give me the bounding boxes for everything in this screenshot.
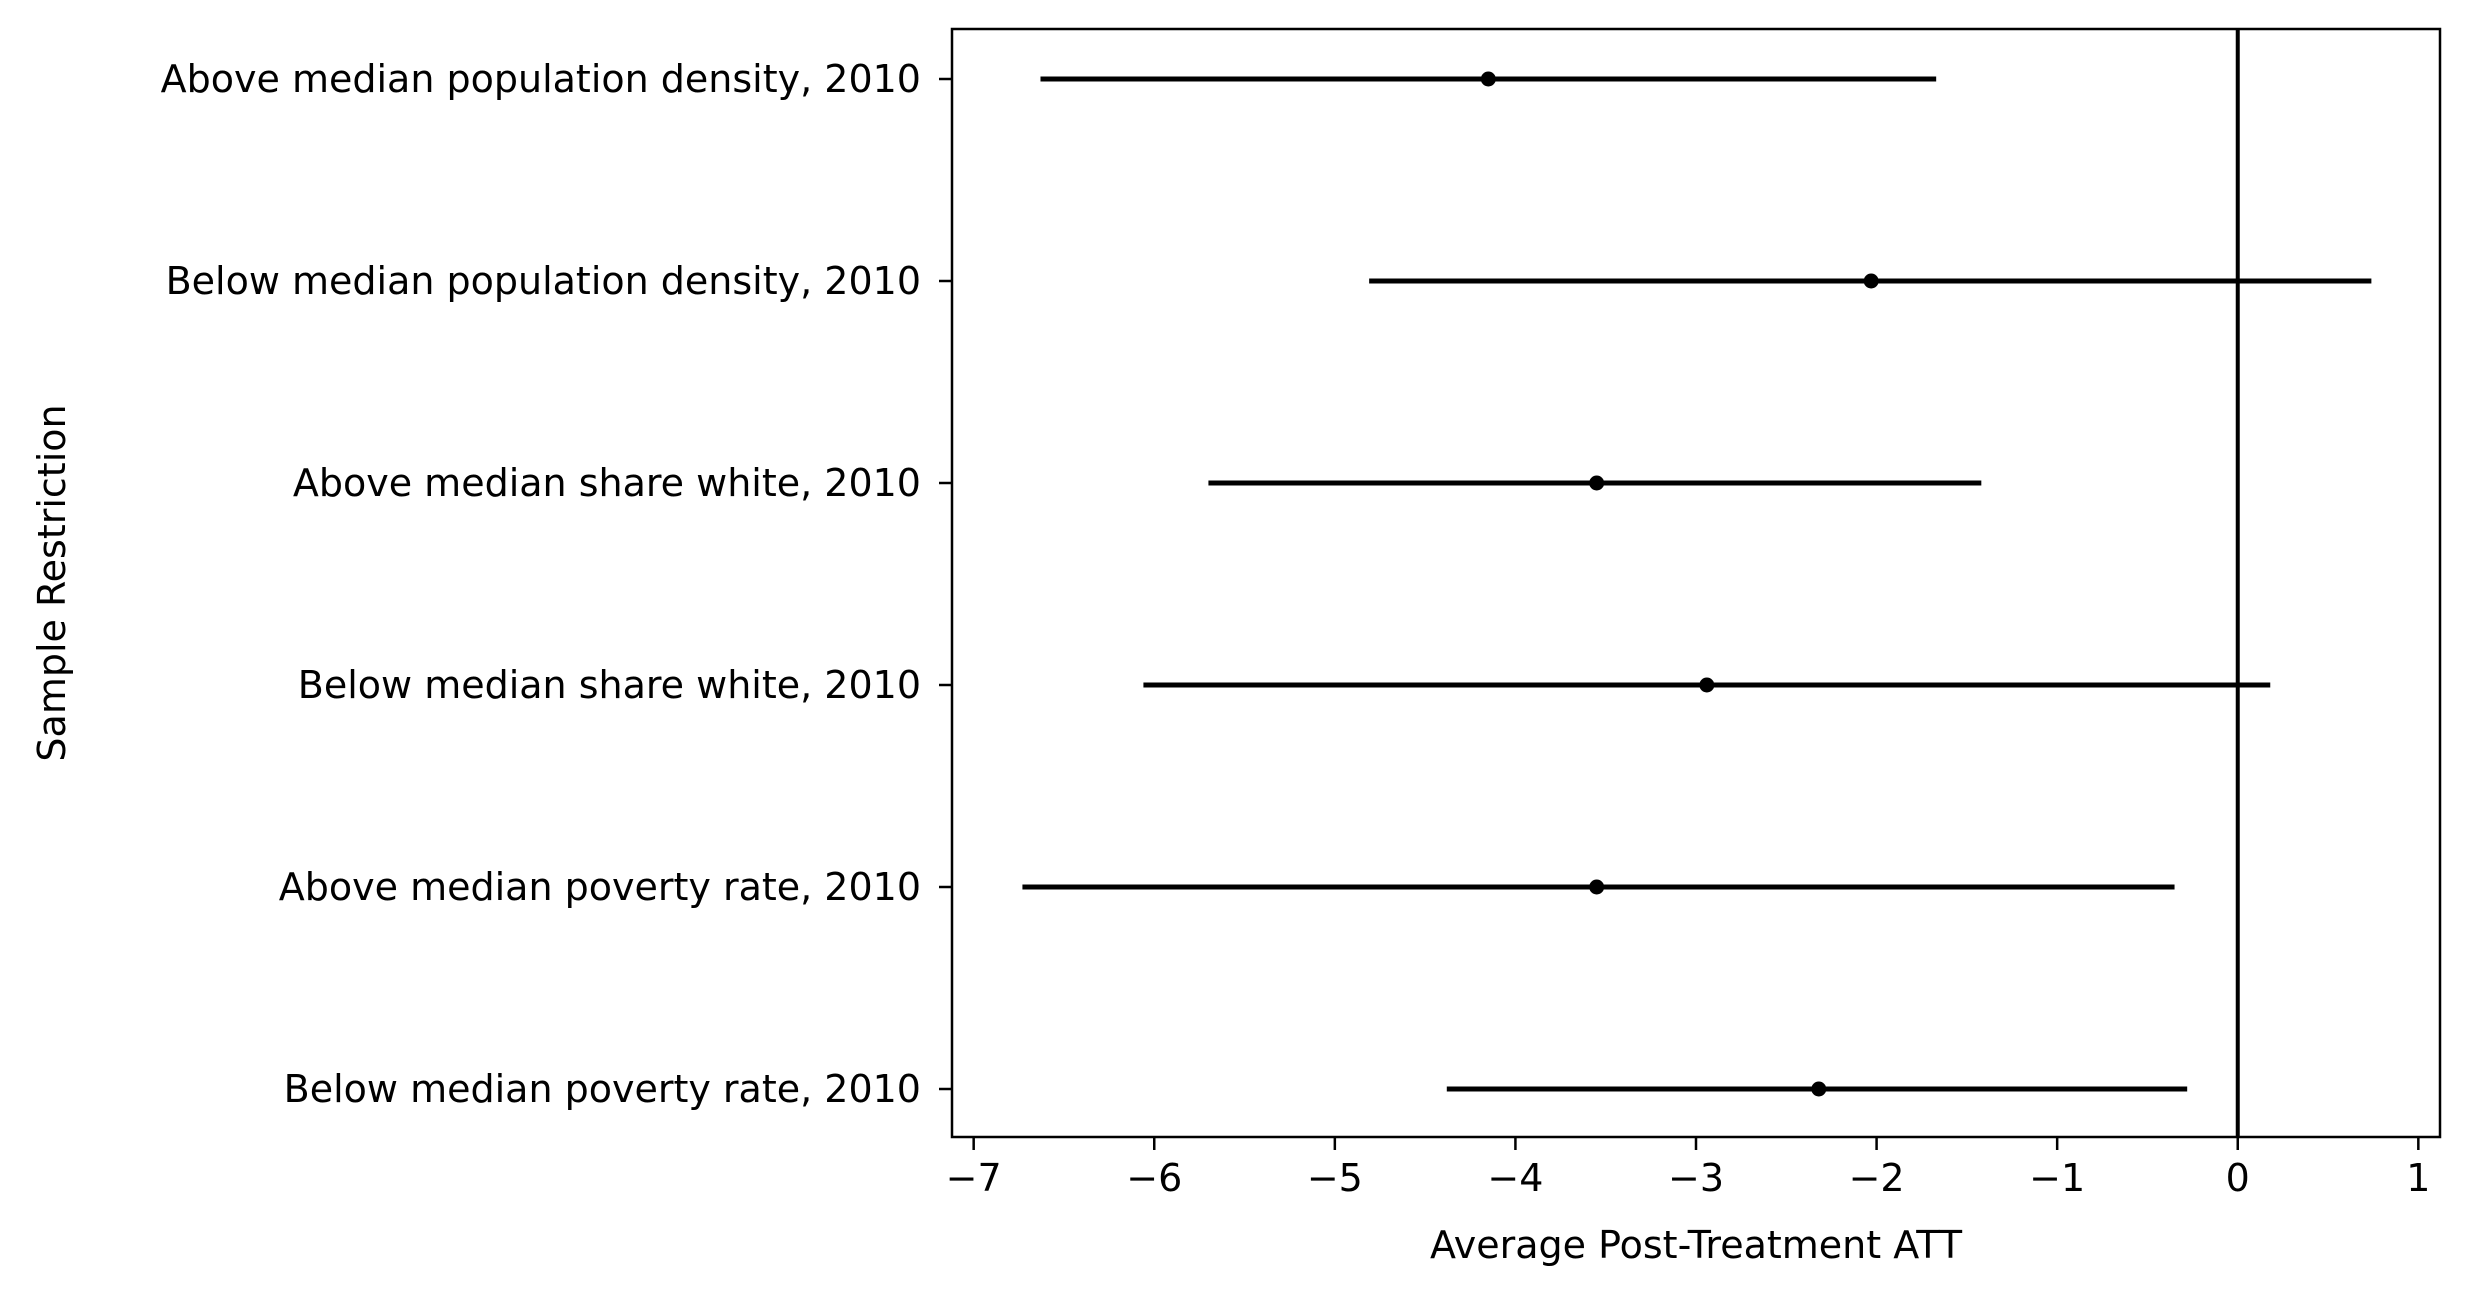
x-tick-label: −5: [1307, 1156, 1363, 1200]
y-tick-label: Above median population density, 2010: [161, 57, 921, 101]
y-axis: Above median population density, 2010 Bel…: [161, 57, 952, 1111]
y-axis-label: Sample Restriction: [30, 404, 74, 761]
x-axis: −7 −6 −5 −4 −3 −2 −1 0 1: [946, 1137, 2430, 1200]
y-tick-label: Above median poverty rate, 2010: [279, 865, 921, 909]
y-tick-label: Below median poverty rate, 2010: [284, 1067, 921, 1111]
estimate-point: [1863, 273, 1879, 289]
x-tick-label: −1: [2029, 1156, 2085, 1200]
x-tick-label: −4: [1487, 1156, 1543, 1200]
x-tick-label: −7: [946, 1156, 1002, 1200]
y-tick-label: Below median share white, 2010: [298, 663, 921, 707]
estimate-point: [1589, 879, 1605, 895]
estimate-points: [1480, 71, 1879, 1097]
estimate-point: [1589, 475, 1605, 491]
y-tick-label: Below median population density, 2010: [166, 259, 921, 303]
x-tick-label: −3: [1668, 1156, 1724, 1200]
x-tick-label: 0: [2226, 1156, 2250, 1200]
x-tick-label: 1: [2406, 1156, 2430, 1200]
x-axis-label: Average Post-Treatment ATT: [1430, 1223, 1963, 1267]
x-tick-label: −6: [1126, 1156, 1182, 1200]
x-tick-label: −2: [1849, 1156, 1905, 1200]
ci-lines: [1022, 76, 2372, 1092]
y-tick-label: Above median share white, 2010: [293, 461, 921, 505]
estimate-point: [1699, 677, 1715, 693]
plot-frame: [950, 27, 2442, 1139]
estimate-point: [1480, 71, 1496, 87]
estimate-point: [1811, 1081, 1827, 1097]
